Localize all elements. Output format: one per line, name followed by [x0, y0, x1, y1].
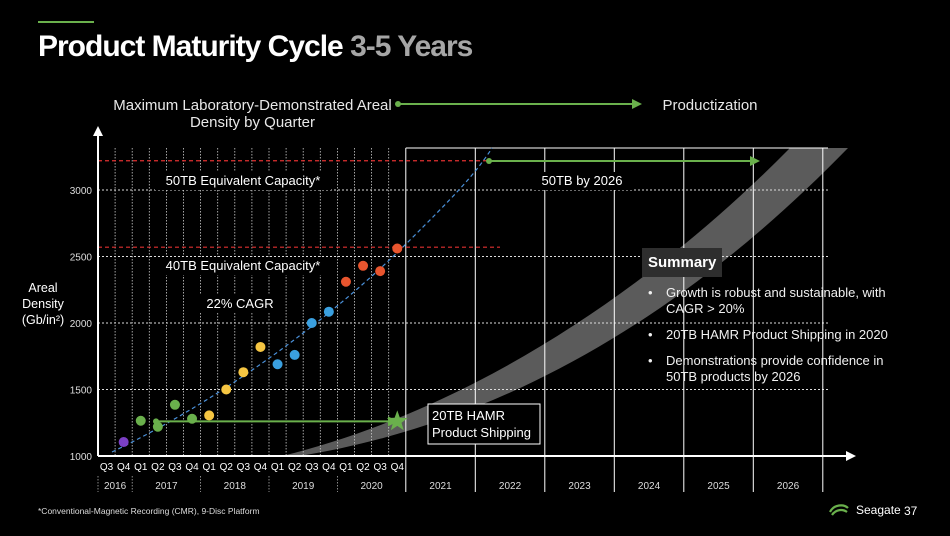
- data-point: [238, 367, 249, 378]
- x-quarter-label: Q2: [151, 462, 165, 473]
- data-point: [169, 399, 180, 410]
- x-quarter-label: Q1: [271, 462, 285, 473]
- y-axis-title: Areal Density (Gb/in²): [12, 280, 74, 328]
- annotation-40tb-bg: [155, 257, 331, 275]
- x-year-label: 2019: [292, 481, 315, 492]
- trend-curve: [111, 147, 493, 453]
- brand-logo: Seagate: [828, 502, 901, 518]
- title-accent-line: [38, 21, 94, 23]
- x-axis-arrowhead: [846, 451, 856, 461]
- data-point: [289, 349, 300, 360]
- data-point: [306, 318, 317, 328]
- hamr-label-line2: Product Shipping: [432, 425, 531, 440]
- data-point: [375, 266, 386, 277]
- x-year-label: 2020: [360, 481, 383, 492]
- annotation-50tb-bg: [155, 172, 331, 190]
- x-year-label: 2025: [707, 481, 730, 492]
- data-point: [187, 413, 198, 424]
- x-quarter-label: Q3: [237, 462, 251, 473]
- y-axis-title-line3: (Gb/in²): [21, 313, 65, 327]
- x-year-label: 2016: [104, 481, 127, 492]
- header-left: Maximum Laboratory-Demonstrated Areal De…: [113, 97, 392, 131]
- hamr-label-box: [427, 403, 541, 445]
- x-quarter-label: Q4: [185, 462, 199, 473]
- productization-band: [282, 148, 848, 456]
- y-axis-arrowhead: [93, 126, 103, 136]
- x-quarter-label: Q3: [373, 462, 387, 473]
- hamr-label-line1: 20TB HAMR: [432, 408, 505, 423]
- summary-bullet: Growth is robust and sustainable, with C…: [642, 285, 912, 317]
- x-quarter-label: Q2: [220, 462, 234, 473]
- title-main: Product Maturity Cycle: [38, 30, 344, 63]
- y-axis-title-line1: Areal: [28, 281, 58, 295]
- x-quarter-label: Q3: [305, 462, 319, 473]
- x-year-label: 2017: [155, 481, 178, 492]
- annotation-cagr: 22% CAGR: [206, 296, 273, 311]
- header-right: Productization: [662, 97, 758, 114]
- x-quarter-label: Q4: [117, 462, 131, 473]
- x-year-label: 2018: [224, 481, 247, 492]
- x-quarter-label: Q4: [391, 462, 405, 473]
- x-year-label: 2022: [499, 481, 522, 492]
- hamr-star-icon: [386, 410, 408, 431]
- x-year-label: 2023: [568, 481, 591, 492]
- brand-name: Seagate: [856, 503, 901, 517]
- timeline-arrow-head: [750, 156, 760, 166]
- annotation-50tb: 50TB Equivalent Capacity*: [166, 173, 321, 188]
- data-point: [323, 306, 334, 317]
- summary-title: Summary: [642, 248, 722, 277]
- annotation-40tb: 40TB Equivalent Capacity*: [166, 258, 321, 273]
- data-point: [152, 421, 163, 432]
- x-quarter-label: Q2: [356, 462, 370, 473]
- x-quarter-label: Q4: [254, 462, 268, 473]
- summary-list: Growth is robust and sustainable, with C…: [642, 285, 912, 385]
- annotation-50tb-by-2026-bg: [532, 172, 632, 190]
- summary-box: Summary Growth is robust and sustainable…: [642, 248, 912, 395]
- data-point: [255, 341, 266, 352]
- y-tick-label: 2000: [70, 319, 93, 330]
- data-point: [118, 437, 129, 448]
- data-point: [135, 415, 146, 426]
- x-quarter-label: Q1: [202, 462, 216, 473]
- data-point: [204, 410, 215, 421]
- timeline-arrow-dot: [486, 158, 492, 164]
- page-title: Product Maturity Cycle 3-5 Years: [38, 30, 473, 64]
- x-quarter-label: Q1: [134, 462, 148, 473]
- y-axis-title-line2: Density: [22, 297, 64, 311]
- y-tick-label: 1500: [70, 386, 93, 397]
- data-point: [340, 276, 351, 287]
- data-point: [272, 359, 283, 370]
- x-year-label: 2026: [777, 481, 800, 492]
- annotation-50tb-by-2026: 50TB by 2026: [542, 173, 623, 188]
- data-point: [392, 243, 403, 254]
- page-number: 37: [904, 504, 918, 518]
- x-quarter-label: Q1: [339, 462, 353, 473]
- y-tick-label: 1000: [70, 452, 93, 463]
- x-quarter-label: Q2: [288, 462, 302, 473]
- x-quarter-label: Q3: [168, 462, 182, 473]
- footnote: *Conventional-Magnetic Recording (CMR), …: [38, 506, 260, 516]
- x-quarter-label: Q4: [322, 462, 336, 473]
- y-tick-label: 2500: [70, 253, 93, 264]
- x-year-label: 2021: [429, 481, 452, 492]
- header-arrow-head: [632, 99, 642, 109]
- annotation-cagr-bg: [200, 295, 280, 313]
- title-accent: 3-5 Years: [350, 30, 473, 63]
- summary-bullet: Demonstrations provide confidence in 50T…: [642, 353, 912, 385]
- y-tick-label: 3000: [70, 186, 93, 197]
- data-point: [221, 384, 232, 395]
- x-quarter-label: Q3: [100, 462, 114, 473]
- x-year-label: 2024: [638, 481, 661, 492]
- seagate-swirl-icon: [829, 504, 849, 516]
- summary-bullet: 20TB HAMR Product Shipping in 2020: [642, 327, 912, 343]
- header-arrow-dot: [395, 101, 401, 107]
- data-point: [358, 260, 369, 271]
